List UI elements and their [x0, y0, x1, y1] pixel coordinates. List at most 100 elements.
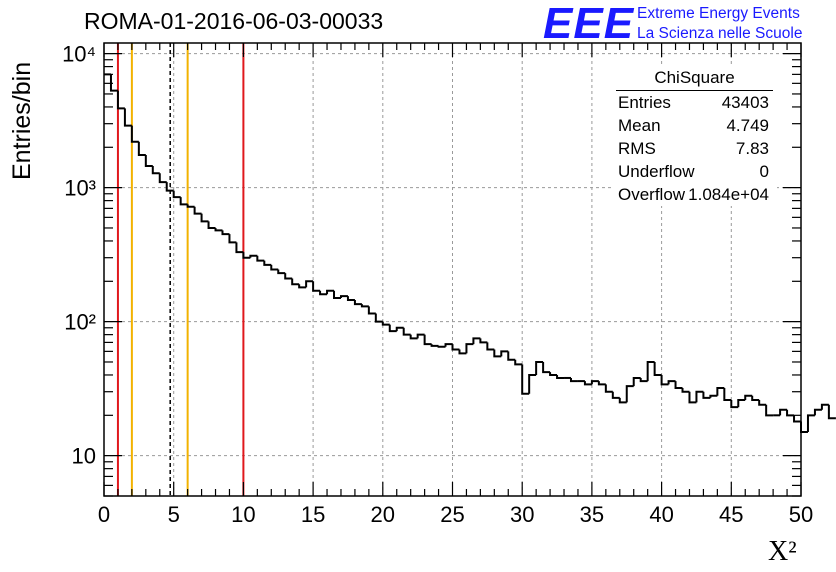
- x-tick-label: 10: [231, 502, 255, 527]
- histogram-bin: [242, 252, 251, 259]
- histogram-bin: [388, 324, 397, 333]
- histogram-bin: [416, 333, 425, 339]
- histogram-bin: [744, 394, 753, 401]
- x-tick-label: 50: [789, 502, 813, 527]
- histogram-bin: [660, 374, 669, 386]
- x-tick-label: 30: [510, 502, 534, 527]
- histogram-bin: [535, 360, 544, 375]
- histogram-bin: [395, 326, 404, 332]
- histogram-bin: [751, 395, 760, 402]
- stats-value: 43403: [721, 93, 769, 112]
- stats-row-mean: Mean 4.749: [618, 116, 769, 138]
- histogram-bin: [423, 334, 432, 346]
- y-tick-label: 10²: [64, 310, 96, 335]
- stats-label: Entries: [618, 93, 671, 112]
- histogram-bin: [116, 90, 125, 110]
- stats-box: ChiSquare Entries 43403 Mean 4.749 RMS 7…: [612, 66, 777, 206]
- stats-row-rms: RMS 7.83: [618, 139, 769, 161]
- histogram-bin: [709, 394, 718, 398]
- stats-box-divider: [616, 90, 773, 91]
- stats-box-title: ChiSquare: [654, 68, 735, 87]
- histogram-bin: [186, 204, 195, 208]
- x-tick-label: 45: [719, 502, 743, 527]
- histogram-bin: [765, 404, 774, 417]
- histogram-bin: [333, 290, 341, 300]
- stats-label: RMS: [618, 139, 656, 158]
- x-axis-label: X²: [768, 536, 797, 567]
- histogram-bin: [193, 206, 202, 215]
- histogram-bin: [109, 74, 118, 92]
- x-tick-label: 15: [301, 502, 325, 527]
- stats-value: 1.084e+04: [688, 185, 769, 204]
- histogram-bin: [305, 280, 314, 288]
- histogram-bin: [346, 296, 355, 302]
- histogram-bin: [319, 290, 328, 296]
- histogram-bin: [263, 260, 272, 266]
- histogram-bin: [528, 373, 537, 394]
- reference-lines: [116, 43, 245, 496]
- histogram-bin: [137, 141, 146, 157]
- y-tick-label: 10: [72, 444, 96, 469]
- logo-line-2: La Scienza nelle Scuole: [637, 25, 803, 42]
- histogram-bin: [569, 377, 578, 383]
- histogram-bin: [737, 399, 746, 408]
- histogram-bin: [758, 400, 767, 406]
- histogram-bin: [451, 344, 460, 351]
- axis-ticks: [103, 43, 802, 497]
- stats-value: 4.749: [726, 116, 769, 135]
- histogram-bin: [158, 173, 167, 184]
- histogram-bin: [493, 349, 502, 358]
- y-axis-label: Entries/bin: [8, 61, 36, 180]
- histogram-bin: [312, 281, 321, 292]
- histogram-bin: [514, 359, 523, 366]
- tick-labels: 0 5 10 15 20 25 30 35 40 45 50 10 10² 10³ 10⁴: [62, 42, 813, 527]
- histogram-bin: [381, 321, 390, 326]
- histogram-bin: [632, 376, 641, 387]
- histogram-bin: [172, 190, 181, 199]
- stats-label: Overflow: [618, 185, 686, 204]
- histogram-bin: [367, 306, 376, 315]
- histogram-bin: [214, 227, 223, 232]
- histogram-bin: [507, 351, 516, 361]
- histogram-bin: [556, 374, 565, 379]
- x-tick-label: 25: [440, 502, 464, 527]
- histogram-bin: [590, 380, 599, 385]
- histogram-bin: [583, 381, 592, 386]
- histogram-series: [104, 73, 836, 434]
- histogram-bin: [249, 254, 258, 258]
- histogram-bin: [458, 349, 467, 355]
- histogram-bin: [409, 334, 418, 340]
- histogram-bin: [702, 391, 711, 399]
- stats-row-entries: Entries 43403: [618, 93, 769, 115]
- histogram-bin: [284, 273, 293, 280]
- chart-title: ROMA-01-2016-06-03-00033: [84, 8, 384, 34]
- histogram-bin: [277, 269, 286, 275]
- logo-line-1: Extreme Energy Events: [637, 5, 800, 22]
- histogram-bin: [500, 350, 509, 357]
- histogram-bin: [402, 327, 411, 336]
- histogram-bin: [549, 372, 558, 376]
- stats-value: 0: [759, 162, 769, 181]
- histogram-bin: [793, 415, 801, 423]
- x-tick-label: 40: [649, 502, 673, 527]
- histogram-bin: [235, 242, 244, 254]
- histogram-bin: [723, 387, 732, 402]
- histogram-bin: [827, 404, 836, 420]
- x-tick-label: 35: [580, 502, 604, 527]
- histogram-bin: [486, 342, 495, 351]
- histogram-bin: [144, 155, 153, 168]
- histogram-bin: [360, 304, 369, 308]
- histogram-bin: [123, 108, 132, 127]
- histogram-bin: [695, 390, 704, 403]
- x-tick-label: 0: [98, 502, 110, 527]
- histogram-bin: [674, 381, 683, 389]
- histogram-bin: [207, 221, 216, 229]
- histogram-bin: [597, 381, 606, 386]
- histogram-bin: [639, 377, 648, 383]
- stats-value: 7.83: [735, 139, 769, 158]
- histogram-bin: [374, 313, 383, 323]
- histogram-bin: [625, 385, 634, 403]
- histogram-bin: [542, 361, 551, 374]
- histogram-bin: [465, 343, 474, 354]
